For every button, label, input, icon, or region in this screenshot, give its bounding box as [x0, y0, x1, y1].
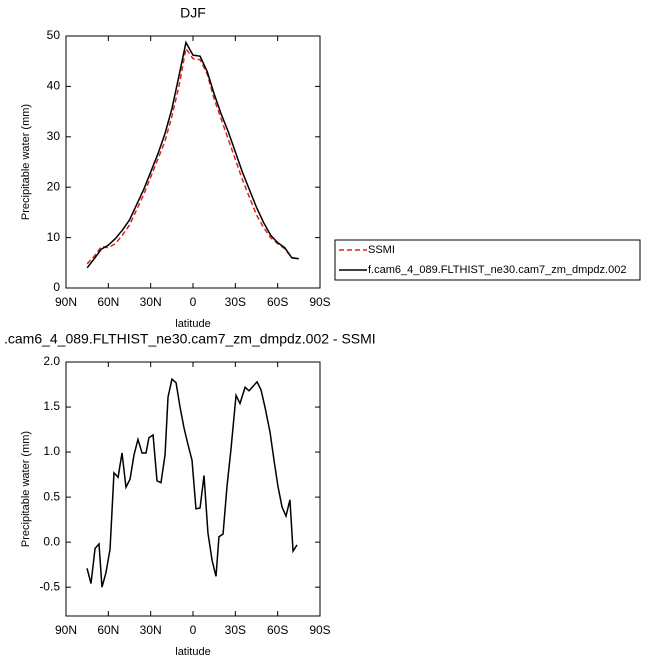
x-tick-label: 30S [225, 623, 246, 637]
y-tick-label: -0.5 [39, 579, 60, 593]
y-tick-label: 0.5 [43, 489, 60, 503]
x-axis-label: latitude [175, 318, 210, 330]
legend-box [334, 239, 641, 281]
plot-frame [65, 35, 321, 289]
chart-title: DJF [180, 5, 206, 21]
x-tick-label: 90S [309, 623, 330, 637]
y-tick-label: 50 [47, 28, 61, 42]
y-tick-label: 40 [47, 79, 61, 93]
x-tick-label: 0 [190, 295, 197, 309]
x-tick-label: 60S [267, 295, 288, 309]
data-line [86, 40, 299, 269]
x-axis-label: latitude [175, 646, 210, 658]
x-tick-label: 30N [140, 295, 162, 309]
x-tick-label: 90S [309, 295, 330, 309]
y-tick-label: 20 [47, 179, 61, 193]
y-tick-label: 1.5 [43, 399, 60, 413]
x-tick-label: 0 [190, 623, 197, 637]
x-tick-label: 30N [140, 623, 162, 637]
legend-label: SSMI [368, 244, 395, 256]
data-line [86, 46, 299, 265]
x-tick-label: 30S [225, 295, 246, 309]
x-tick-label: 60N [97, 295, 119, 309]
y-tick-label: 2.0 [43, 354, 60, 368]
y-tick-label: 30 [47, 129, 61, 143]
x-tick-label: 90N [55, 295, 77, 309]
plot-frame [65, 361, 321, 617]
y-tick-label: 0 [53, 280, 60, 294]
y-axis-label: Precipitable water (mm) [20, 104, 32, 220]
chart-title: .cam6_4_089.FLTHIST_ne30.cam7_zm_dmpdz.0… [4, 331, 376, 347]
y-tick-label: 1.0 [43, 444, 60, 458]
y-axis-label: Precipitable water (mm) [20, 431, 32, 547]
legend-label: f.cam6_4_089.FLTHIST_ne30.cam7_zm_dmpdz.… [368, 264, 626, 276]
x-tick-label: 60S [267, 623, 288, 637]
x-tick-label: 90N [55, 623, 77, 637]
data-line [86, 377, 298, 588]
y-tick-label: 10 [47, 230, 61, 244]
x-tick-label: 60N [97, 623, 119, 637]
y-tick-label: 0.0 [43, 534, 60, 548]
